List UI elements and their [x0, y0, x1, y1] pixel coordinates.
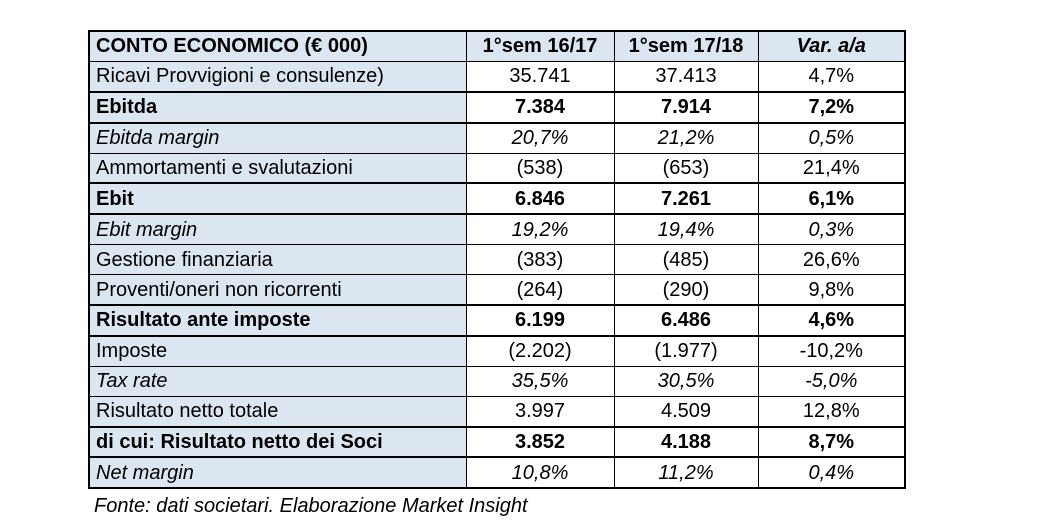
row-label: Ammortamenti e svalutazioni	[88, 152, 467, 184]
value-var-aa: 0,3%	[757, 213, 906, 246]
row-label: Net margin	[88, 456, 467, 489]
income-statement-table: CONTO ECONOMICO (€ 000) 1°sem 16/17 1°se…	[88, 30, 906, 490]
table-row: Proventi/oneri non ricorrenti (264) (290) 9…	[88, 274, 906, 306]
value-var-aa: 4,7%	[757, 60, 906, 93]
table-row: Risultato ante imposte 6.199 6.486 4,6%	[88, 304, 906, 337]
value-sem-17-18: 30,5%	[613, 365, 759, 397]
value-sem-16-17: (383)	[465, 244, 615, 276]
value-sem-16-17: 7.384	[465, 90, 615, 124]
value-sem-16-17: (2.202)	[465, 335, 615, 367]
value-sem-17-18: (1.977)	[613, 335, 759, 367]
value-sem-16-17: 6.199	[465, 304, 615, 337]
value-sem-17-18: 21,2%	[613, 122, 759, 154]
row-label: Ebit margin	[88, 213, 467, 246]
value-sem-16-17: 35,5%	[465, 365, 615, 397]
header-sem-16-17: 1°sem 16/17	[465, 30, 615, 62]
table-row: Ebit margin 19,2% 19,4% 0,3%	[88, 213, 906, 246]
value-sem-17-18: 19,4%	[613, 213, 759, 246]
table-row: Ebit 6.846 7.261 6,1%	[88, 182, 906, 216]
value-var-aa: 6,1%	[757, 182, 906, 216]
value-sem-17-18: 11,2%	[613, 456, 759, 489]
value-sem-17-18: (653)	[613, 152, 759, 184]
value-sem-16-17: 10,8%	[465, 456, 615, 489]
row-label: Ebit	[88, 182, 467, 216]
value-var-aa: 4,6%	[757, 304, 906, 337]
value-sem-17-18: 7.261	[613, 182, 759, 216]
header-conto-economico: CONTO ECONOMICO (€ 000)	[88, 30, 467, 62]
value-var-aa: -10,2%	[757, 335, 906, 367]
value-var-aa: 21,4%	[757, 152, 906, 184]
row-label: Risultato netto totale	[88, 395, 467, 428]
table-row: Ammortamenti e svalutazioni (538) (653) 21,…	[88, 152, 906, 184]
row-label: Risultato ante imposte	[88, 304, 467, 337]
value-sem-16-17: 3.997	[465, 395, 615, 428]
value-sem-16-17: (538)	[465, 152, 615, 184]
table-header-row: CONTO ECONOMICO (€ 000) 1°sem 16/17 1°se…	[88, 30, 906, 62]
value-sem-17-18: (485)	[613, 244, 759, 276]
table-row: Ricavi Provvigioni e consulenze) 35.741 37…	[88, 60, 906, 93]
table-row: Tax rate 35,5% 30,5% -5,0%	[88, 365, 906, 397]
value-var-aa: 0,4%	[757, 456, 906, 489]
row-label: Ebitda margin	[88, 122, 467, 154]
table-row: Ebitda margin 20,7% 21,2% 0,5%	[88, 122, 906, 154]
row-label: Ebitda	[88, 90, 467, 124]
row-label: di cui: Risultato netto dei Soci	[88, 425, 467, 459]
value-var-aa: 26,6%	[757, 244, 906, 276]
value-var-aa: 8,7%	[757, 425, 906, 459]
value-var-aa: -5,0%	[757, 365, 906, 397]
value-var-aa: 12,8%	[757, 395, 906, 428]
value-var-aa: 0,5%	[757, 122, 906, 154]
table-row: Net margin 10,8% 11,2% 0,4%	[88, 456, 906, 489]
header-var-aa: Var. a/a	[757, 30, 906, 62]
table-row: Gestione finanziaria (383) (485) 26,6%	[88, 244, 906, 276]
value-sem-16-17: 35.741	[465, 60, 615, 93]
row-label: Imposte	[88, 335, 467, 367]
value-sem-17-18: (290)	[613, 274, 759, 306]
value-sem-16-17: 6.846	[465, 182, 615, 216]
row-label: Gestione finanziaria	[88, 244, 467, 276]
value-var-aa: 9,8%	[757, 274, 906, 306]
value-sem-16-17: (264)	[465, 274, 615, 306]
row-label: Ricavi Provvigioni e consulenze)	[88, 60, 467, 93]
table-body: Ricavi Provvigioni e consulenze) 35.741 37…	[88, 60, 906, 489]
header-sem-17-18: 1°sem 17/18	[613, 30, 759, 62]
value-var-aa: 7,2%	[757, 90, 906, 124]
value-sem-17-18: 4.188	[613, 425, 759, 459]
table-row: Imposte (2.202) (1.977) -10,2%	[88, 335, 906, 367]
value-sem-17-18: 4.509	[613, 395, 759, 428]
value-sem-16-17: 3.852	[465, 425, 615, 459]
value-sem-16-17: 20,7%	[465, 122, 615, 154]
row-label: Tax rate	[88, 365, 467, 397]
table-row: di cui: Risultato netto dei Soci 3.852 4.1…	[88, 425, 906, 459]
document-page: CONTO ECONOMICO (€ 000) 1°sem 16/17 1°se…	[88, 30, 906, 518]
table-row: Risultato netto totale 3.997 4.509 12,8%	[88, 395, 906, 428]
value-sem-17-18: 7.914	[613, 90, 759, 124]
table-row: Ebitda 7.384 7.914 7,2%	[88, 90, 906, 124]
source-note: Fonte: dati societari. Elaborazione Mark…	[94, 495, 528, 518]
value-sem-17-18: 37.413	[613, 60, 759, 93]
value-sem-16-17: 19,2%	[465, 213, 615, 246]
row-label: Proventi/oneri non ricorrenti	[88, 274, 467, 306]
value-sem-17-18: 6.486	[613, 304, 759, 337]
